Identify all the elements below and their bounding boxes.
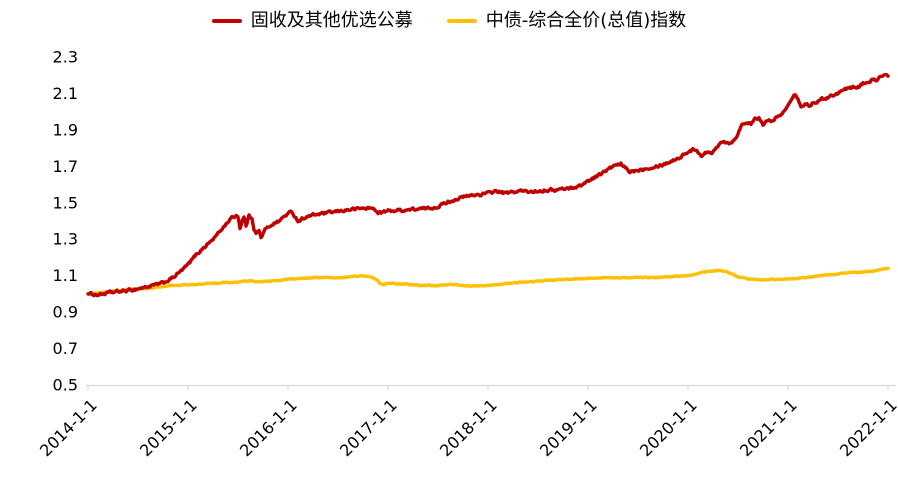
x-axis-tick-label: 2020-1-1	[636, 395, 701, 460]
x-axis-tick-label: 2017-1-1	[336, 395, 401, 460]
chart-legend: 固收及其他优选公募 中债-综合全价(总值)指数	[0, 12, 898, 30]
legend-line-swatch-gold	[446, 18, 477, 24]
legend-item-fund-series: 固收及其他优选公募	[211, 10, 413, 31]
y-axis-tick-label: 2.3	[53, 48, 78, 67]
series-line-bond-index	[86, 266, 890, 296]
legend-item-bond-index-series: 中债-综合全价(总值)指数	[446, 10, 687, 31]
y-axis-tick-label: 1.5	[53, 193, 78, 212]
x-axis-tick-label: 2018-1-1	[436, 395, 501, 460]
x-axis-tick-label: 2016-1-1	[236, 395, 301, 460]
y-axis-tick-label: 0.7	[53, 339, 78, 358]
x-axis-tick-label: 2019-1-1	[536, 395, 601, 460]
y-axis-tick-label: 2.1	[53, 84, 78, 103]
x-axis-tick-label: 2022-1-1	[836, 395, 898, 460]
x-axis-tick-label: 2015-1-1	[136, 395, 201, 460]
y-axis-tick-label: 1.3	[53, 230, 78, 249]
y-axis-tick-label: 0.9	[53, 303, 78, 322]
y-axis-tick-label: 0.5	[53, 376, 78, 395]
y-axis-tick-label: 1.9	[53, 120, 78, 139]
y-axis-tick-label: 1.1	[53, 266, 78, 285]
legend-label-fund-series: 固收及其他优选公募	[250, 10, 413, 31]
series-line-fund	[86, 72, 890, 298]
x-axis-tick-label: 2014-1-1	[36, 395, 101, 460]
legend-line-swatch-red	[211, 18, 242, 24]
legend-label-bond-index-series: 中债-综合全价(总值)指数	[485, 10, 687, 31]
y-axis-tick-label: 1.7	[53, 157, 78, 176]
x-axis-tick-label: 2021-1-1	[736, 395, 801, 460]
